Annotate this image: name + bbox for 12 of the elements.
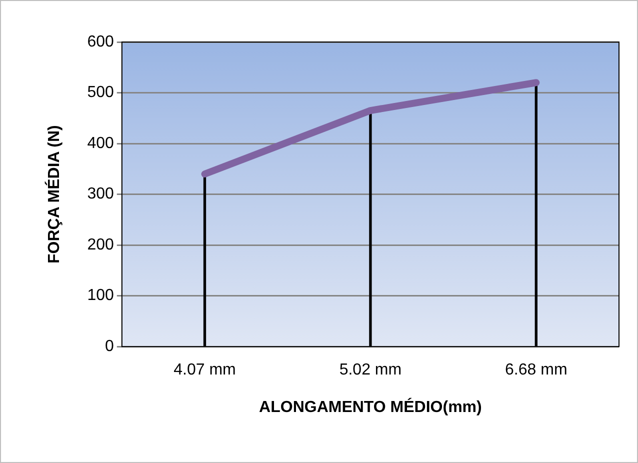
x-axis-title: ALONGAMENTO MÉDIO(mm) xyxy=(259,396,482,416)
x-tick-label: 5.02 mm xyxy=(339,362,402,379)
x-tick-label: 6.68 mm xyxy=(505,362,568,379)
y-tick-label: 100 xyxy=(87,287,114,304)
y-tick-label: 200 xyxy=(87,236,114,254)
y-tick-label: 300 xyxy=(87,186,114,203)
y-axis-title: FORÇA MÉDIA (N) xyxy=(44,125,64,264)
y-tick-label: 600 xyxy=(87,33,114,50)
y-tick-label: 500 xyxy=(87,84,114,102)
y-tick-label: 0 xyxy=(104,338,114,356)
y-tick-label: 400 xyxy=(87,134,114,152)
x-tick-label: 4.07 mm xyxy=(174,362,236,379)
